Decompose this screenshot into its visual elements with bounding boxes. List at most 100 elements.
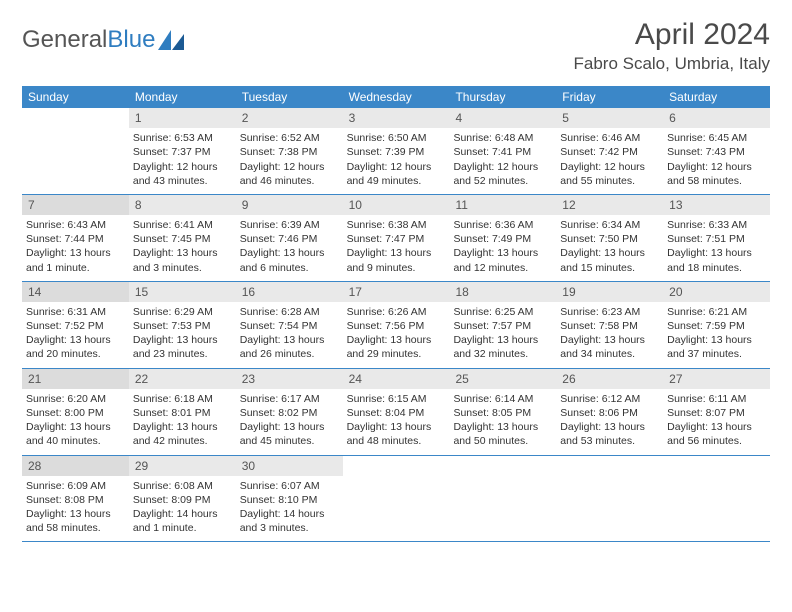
day-info-line: and 3 minutes. [240, 521, 339, 535]
logo-text-part1: General [22, 26, 107, 54]
day-body: Sunrise: 6:12 AMSunset: 8:06 PMDaylight:… [556, 389, 663, 455]
day-info-line: Daylight: 13 hours [667, 420, 766, 434]
day-info-line: Sunrise: 6:23 AM [560, 305, 659, 319]
day-info-line: Daylight: 14 hours [240, 507, 339, 521]
day-info-line: Sunset: 8:07 PM [667, 406, 766, 420]
day-info-line: Sunrise: 6:45 AM [667, 131, 766, 145]
day-cell: 17Sunrise: 6:26 AMSunset: 7:56 PMDayligh… [343, 282, 450, 368]
day-info-line: Sunrise: 6:25 AM [453, 305, 552, 319]
day-info-line: and 53 minutes. [560, 434, 659, 448]
day-number: 23 [236, 369, 343, 389]
weekday-header: Saturday [663, 86, 770, 108]
day-info-line: Daylight: 13 hours [560, 333, 659, 347]
weekday-header: Monday [129, 86, 236, 108]
day-info-line: Sunrise: 6:18 AM [133, 392, 232, 406]
day-info-line: Sunset: 7:42 PM [560, 145, 659, 159]
day-info-line: Sunrise: 6:48 AM [453, 131, 552, 145]
day-cell: 20Sunrise: 6:21 AMSunset: 7:59 PMDayligh… [663, 282, 770, 368]
weekday-header-row: Sunday Monday Tuesday Wednesday Thursday… [22, 86, 770, 108]
day-body: Sunrise: 6:14 AMSunset: 8:05 PMDaylight:… [449, 389, 556, 455]
day-info-line: and 56 minutes. [667, 434, 766, 448]
day-body: Sunrise: 6:36 AMSunset: 7:49 PMDaylight:… [449, 215, 556, 281]
day-info-line: Sunrise: 6:11 AM [667, 392, 766, 406]
day-number: 30 [236, 456, 343, 476]
day-info-line: and 29 minutes. [347, 347, 446, 361]
day-number: 6 [663, 108, 770, 128]
day-number: 29 [129, 456, 236, 476]
day-info-line: Sunset: 7:37 PM [133, 145, 232, 159]
day-info-line: Sunrise: 6:26 AM [347, 305, 446, 319]
day-number: 16 [236, 282, 343, 302]
day-info-line: Daylight: 13 hours [667, 246, 766, 260]
day-cell: 2Sunrise: 6:52 AMSunset: 7:38 PMDaylight… [236, 108, 343, 194]
day-info-line: Sunrise: 6:20 AM [26, 392, 125, 406]
day-cell: 16Sunrise: 6:28 AMSunset: 7:54 PMDayligh… [236, 282, 343, 368]
day-info-line: Sunset: 7:52 PM [26, 319, 125, 333]
day-cell [556, 456, 663, 542]
day-info-line: Sunrise: 6:17 AM [240, 392, 339, 406]
day-info-line: Sunrise: 6:38 AM [347, 218, 446, 232]
day-info-line: Sunset: 8:08 PM [26, 493, 125, 507]
day-info-line: and 52 minutes. [453, 174, 552, 188]
day-cell: 28Sunrise: 6:09 AMSunset: 8:08 PMDayligh… [22, 456, 129, 542]
day-info-line: Sunrise: 6:28 AM [240, 305, 339, 319]
day-info-line: and 15 minutes. [560, 261, 659, 275]
day-info-line: Daylight: 13 hours [347, 246, 446, 260]
day-cell [449, 456, 556, 542]
day-info-line: Daylight: 14 hours [133, 507, 232, 521]
day-cell: 3Sunrise: 6:50 AMSunset: 7:39 PMDaylight… [343, 108, 450, 194]
day-info-line: Sunrise: 6:39 AM [240, 218, 339, 232]
day-info-line: and 12 minutes. [453, 261, 552, 275]
day-number: 8 [129, 195, 236, 215]
day-info-line: Daylight: 12 hours [133, 160, 232, 174]
day-number: 24 [343, 369, 450, 389]
day-number: 5 [556, 108, 663, 128]
week-row: 21Sunrise: 6:20 AMSunset: 8:00 PMDayligh… [22, 369, 770, 456]
day-info-line: and 43 minutes. [133, 174, 232, 188]
day-cell: 29 Sunrise: 6:08 AMSunset: 8:09 PMDayligh… [129, 456, 236, 542]
day-info-line: Sunset: 7:57 PM [453, 319, 552, 333]
day-info-line: Sunset: 7:45 PM [133, 232, 232, 246]
day-number: 26 [556, 369, 663, 389]
day-body: Sunrise: 6:31 AMSunset: 7:52 PMDaylight:… [22, 302, 129, 368]
day-info-line: Daylight: 13 hours [453, 333, 552, 347]
day-cell: 1Sunrise: 6:53 AMSunset: 7:37 PMDaylight… [129, 108, 236, 194]
location: Fabro Scalo, Umbria, Italy [573, 54, 770, 74]
day-info-line: Sunset: 8:05 PM [453, 406, 552, 420]
day-info-line: and 58 minutes. [667, 174, 766, 188]
title-block: April 2024 Fabro Scalo, Umbria, Italy [573, 18, 770, 74]
day-body: Sunrise: 6:52 AMSunset: 7:38 PMDaylight:… [236, 128, 343, 194]
day-body: Sunrise: 6:11 AMSunset: 8:07 PMDaylight:… [663, 389, 770, 455]
day-info-line: and 32 minutes. [453, 347, 552, 361]
day-body: Sunrise: 6:38 AMSunset: 7:47 PMDaylight:… [343, 215, 450, 281]
day-info-line: Sunset: 7:43 PM [667, 145, 766, 159]
day-info-line: Sunrise: 6:08 AM [133, 479, 232, 493]
weekday-header: Thursday [449, 86, 556, 108]
day-cell [343, 456, 450, 542]
day-body: Sunrise: 6:48 AMSunset: 7:41 PMDaylight:… [449, 128, 556, 194]
day-info-line: Sunrise: 6:29 AM [133, 305, 232, 319]
day-info-line: Sunset: 7:44 PM [26, 232, 125, 246]
day-info-line: and 18 minutes. [667, 261, 766, 275]
day-info-line: Sunrise: 6:53 AM [133, 131, 232, 145]
day-info-line: and 34 minutes. [560, 347, 659, 361]
day-cell: 27Sunrise: 6:11 AMSunset: 8:07 PMDayligh… [663, 369, 770, 455]
weeks-container: 1Sunrise: 6:53 AMSunset: 7:37 PMDaylight… [22, 108, 770, 542]
day-info-line: Sunset: 7:51 PM [667, 232, 766, 246]
day-info-line: and 55 minutes. [560, 174, 659, 188]
day-cell: 18Sunrise: 6:25 AMSunset: 7:57 PMDayligh… [449, 282, 556, 368]
day-cell: 6Sunrise: 6:45 AMSunset: 7:43 PMDaylight… [663, 108, 770, 194]
day-body: Sunrise: 6:15 AMSunset: 8:04 PMDaylight:… [343, 389, 450, 455]
day-number: 7 [22, 195, 129, 215]
day-info-line: and 48 minutes. [347, 434, 446, 448]
day-info-line: Sunset: 7:56 PM [347, 319, 446, 333]
day-body: Sunrise: 6:25 AMSunset: 7:57 PMDaylight:… [449, 302, 556, 368]
day-info-line: Sunset: 8:09 PM [133, 493, 232, 507]
day-info-line: and 58 minutes. [26, 521, 125, 535]
day-info-line: Sunset: 8:10 PM [240, 493, 339, 507]
calendar: Sunday Monday Tuesday Wednesday Thursday… [22, 86, 770, 542]
weekday-header: Wednesday [343, 86, 450, 108]
day-info-line: Sunset: 7:38 PM [240, 145, 339, 159]
day-info-line: Sunrise: 6:52 AM [240, 131, 339, 145]
day-info-line: and 42 minutes. [133, 434, 232, 448]
